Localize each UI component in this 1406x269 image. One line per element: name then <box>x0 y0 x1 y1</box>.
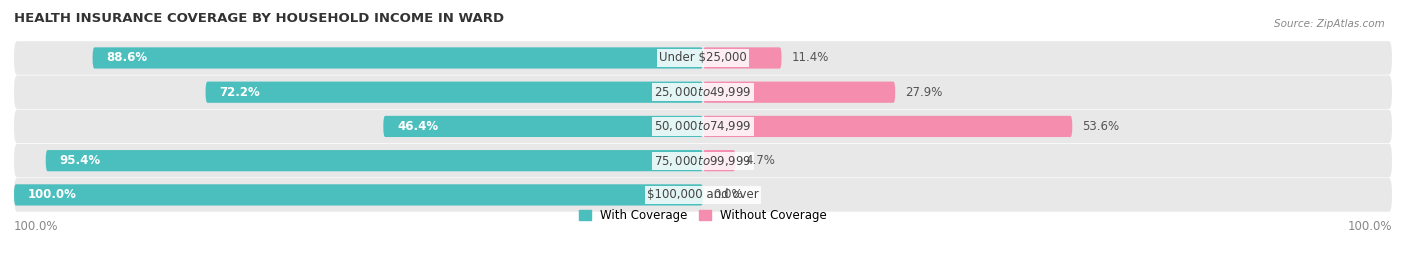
Legend: With Coverage, Without Coverage: With Coverage, Without Coverage <box>579 209 827 222</box>
FancyBboxPatch shape <box>14 110 1392 143</box>
FancyBboxPatch shape <box>14 178 1392 212</box>
Text: $50,000 to $74,999: $50,000 to $74,999 <box>654 119 752 133</box>
Text: 100.0%: 100.0% <box>14 220 59 233</box>
Text: 53.6%: 53.6% <box>1083 120 1119 133</box>
Text: 4.7%: 4.7% <box>745 154 776 167</box>
Text: 95.4%: 95.4% <box>59 154 101 167</box>
FancyBboxPatch shape <box>384 116 703 137</box>
Text: 100.0%: 100.0% <box>28 188 77 201</box>
FancyBboxPatch shape <box>14 41 1392 75</box>
FancyBboxPatch shape <box>14 184 703 206</box>
FancyBboxPatch shape <box>14 75 1392 109</box>
Text: Under $25,000: Under $25,000 <box>659 51 747 65</box>
Text: 100.0%: 100.0% <box>1347 220 1392 233</box>
Text: $25,000 to $49,999: $25,000 to $49,999 <box>654 85 752 99</box>
Text: 11.4%: 11.4% <box>792 51 830 65</box>
FancyBboxPatch shape <box>46 150 703 171</box>
Text: 46.4%: 46.4% <box>396 120 439 133</box>
FancyBboxPatch shape <box>703 116 1073 137</box>
FancyBboxPatch shape <box>14 144 1392 178</box>
FancyBboxPatch shape <box>93 47 703 69</box>
FancyBboxPatch shape <box>703 82 896 103</box>
Text: 72.2%: 72.2% <box>219 86 260 99</box>
FancyBboxPatch shape <box>703 47 782 69</box>
Text: $100,000 and over: $100,000 and over <box>647 188 759 201</box>
FancyBboxPatch shape <box>205 82 703 103</box>
FancyBboxPatch shape <box>703 150 735 171</box>
Text: 27.9%: 27.9% <box>905 86 943 99</box>
Text: 88.6%: 88.6% <box>107 51 148 65</box>
Text: $75,000 to $99,999: $75,000 to $99,999 <box>654 154 752 168</box>
Text: HEALTH INSURANCE COVERAGE BY HOUSEHOLD INCOME IN WARD: HEALTH INSURANCE COVERAGE BY HOUSEHOLD I… <box>14 12 505 26</box>
Text: Source: ZipAtlas.com: Source: ZipAtlas.com <box>1274 19 1385 29</box>
Text: 0.0%: 0.0% <box>713 188 742 201</box>
